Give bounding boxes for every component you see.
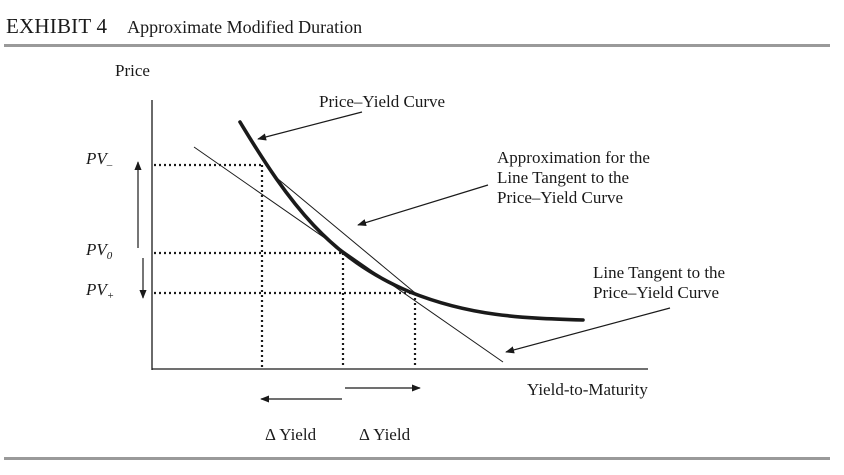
approximation-callout-arrow xyxy=(357,184,489,227)
pv-minus-sub: – xyxy=(106,159,113,171)
dotted-guides xyxy=(154,163,417,368)
exhibit-title: Approximate Modified Duration xyxy=(127,17,363,37)
delta-yield-left-label: Δ Yield xyxy=(265,425,317,444)
pv-plus-base: PV xyxy=(85,280,109,299)
approximation-label: Approximation for the Line Tangent to th… xyxy=(497,148,654,207)
delta-yield-right-label: Δ Yield xyxy=(359,425,411,444)
pv-plus-sub: + xyxy=(107,290,114,302)
approximation-label-line: Price–Yield Curve xyxy=(497,188,623,207)
top-rule xyxy=(4,44,830,47)
tangent-callout-arrow xyxy=(505,307,671,354)
approximation-label-line: Approximation for the xyxy=(497,148,650,167)
bottom-rule xyxy=(4,457,830,460)
pv-zero-base: PV xyxy=(85,240,109,259)
pv-zero-sub: 0 xyxy=(107,250,113,262)
x-axis-label: Yield-to-Maturity xyxy=(527,380,648,399)
pv-minus-base: PV xyxy=(85,149,109,168)
y-axis-label: Price xyxy=(115,61,150,80)
price-yield-curve-label: Price–Yield Curve xyxy=(319,92,445,111)
tangent-label-line: Line Tangent to the xyxy=(593,263,725,282)
pv-plus-label: PV+ xyxy=(85,280,114,302)
approximation-line xyxy=(271,173,421,298)
price-yield-curve xyxy=(238,120,585,322)
exhibit-header: EXHIBIT 4 Approximate Modified Duration xyxy=(6,14,362,39)
approximation-label-line: Line Tangent to the xyxy=(497,168,629,187)
pv-zero-label: PV0 xyxy=(85,240,113,262)
exhibit-label: EXHIBIT 4 xyxy=(6,14,108,38)
tangent-label: Line Tangent to the Price–Yield Curve xyxy=(593,263,729,302)
curve-callout-arrow xyxy=(257,111,363,141)
tangent-label-line: Price–Yield Curve xyxy=(593,283,719,302)
pv-minus-label: PV– xyxy=(85,149,113,171)
